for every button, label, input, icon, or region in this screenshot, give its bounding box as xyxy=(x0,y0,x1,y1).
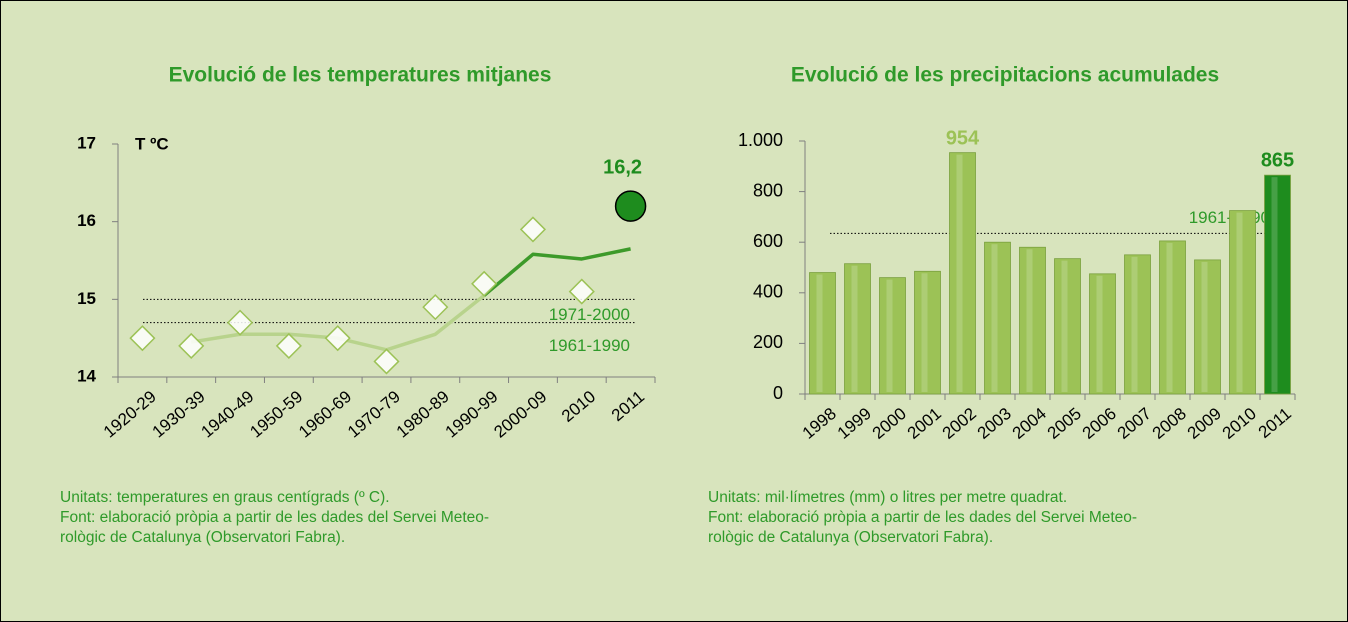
diamond-marker xyxy=(519,216,547,243)
bar-highlight xyxy=(1131,256,1138,392)
bar-highlight xyxy=(1026,249,1033,392)
chart-title: Evolució de les temperatures mitjanes xyxy=(169,64,552,87)
bar-highlight xyxy=(956,154,963,392)
y-tick-label: 16 xyxy=(77,211,96,230)
data-label: 954 xyxy=(946,127,980,149)
bar xyxy=(1089,273,1116,395)
data-label: 16,2 xyxy=(603,156,642,178)
diamond-marker xyxy=(324,325,351,352)
note: rològic de Catalunya (Observatori Fabra)… xyxy=(708,529,993,546)
diamond-marker xyxy=(422,294,449,321)
reference-label: 1961-1990 xyxy=(549,336,630,355)
diamond-marker xyxy=(471,270,498,297)
bar-highlight xyxy=(816,274,823,392)
bar xyxy=(1054,258,1081,395)
bar-highlight xyxy=(1271,177,1278,392)
diamond-marker xyxy=(373,348,400,375)
y-axis-label: T ºC xyxy=(135,134,169,153)
diamond-marker xyxy=(178,332,205,359)
y-tick-label: 17 xyxy=(77,133,96,152)
y-tick-label: 800 xyxy=(753,180,783,200)
note: Font: elaboració pròpia a partir de les … xyxy=(708,509,1137,526)
bar xyxy=(914,270,941,395)
y-tick-label: 0 xyxy=(773,383,783,403)
bar xyxy=(949,152,976,395)
bar xyxy=(809,272,836,395)
bar xyxy=(879,277,906,395)
diamond-marker xyxy=(275,332,302,359)
diamond-marker xyxy=(129,325,156,352)
bar xyxy=(1264,174,1291,395)
bar-highlight xyxy=(921,273,928,392)
note: Unitats: mil·límetres (mm) o litres per … xyxy=(708,489,1067,506)
bar-highlight xyxy=(851,265,858,392)
chart-title: Evolució de les precipitacions acumulade… xyxy=(791,64,1219,87)
data-label: 865 xyxy=(1261,149,1294,171)
bar-highlight xyxy=(991,244,998,392)
diamond-marker xyxy=(226,309,254,336)
y-tick-label: 400 xyxy=(753,282,783,302)
bar-highlight xyxy=(1061,260,1068,392)
bar xyxy=(984,241,1011,395)
note: Unitats: temperatures en graus centígrad… xyxy=(60,489,390,506)
bar xyxy=(1229,210,1256,395)
y-tick-label: 14 xyxy=(77,366,96,385)
bar-highlight xyxy=(1201,261,1208,392)
bar-highlight xyxy=(1096,275,1103,392)
note: Font: elaboració pròpia a partir de les … xyxy=(60,509,489,526)
bar xyxy=(1019,246,1046,395)
y-tick-label: 15 xyxy=(77,289,96,308)
bar xyxy=(1194,259,1221,395)
bar-highlight xyxy=(1166,242,1173,392)
bar xyxy=(1124,254,1151,395)
y-tick-label: 1.000 xyxy=(738,130,783,150)
y-tick-label: 600 xyxy=(753,231,783,251)
note: rològic de Catalunya (Observatori Fabra)… xyxy=(60,529,345,546)
bar xyxy=(844,263,871,395)
reference-label: 1971-2000 xyxy=(549,305,630,324)
diamond-marker xyxy=(568,278,595,305)
circle-marker xyxy=(614,190,647,222)
bar xyxy=(1159,240,1186,395)
trend-line xyxy=(483,247,631,297)
y-tick-label: 200 xyxy=(753,332,783,352)
bar-highlight xyxy=(886,279,893,392)
bar-highlight xyxy=(1236,212,1243,392)
